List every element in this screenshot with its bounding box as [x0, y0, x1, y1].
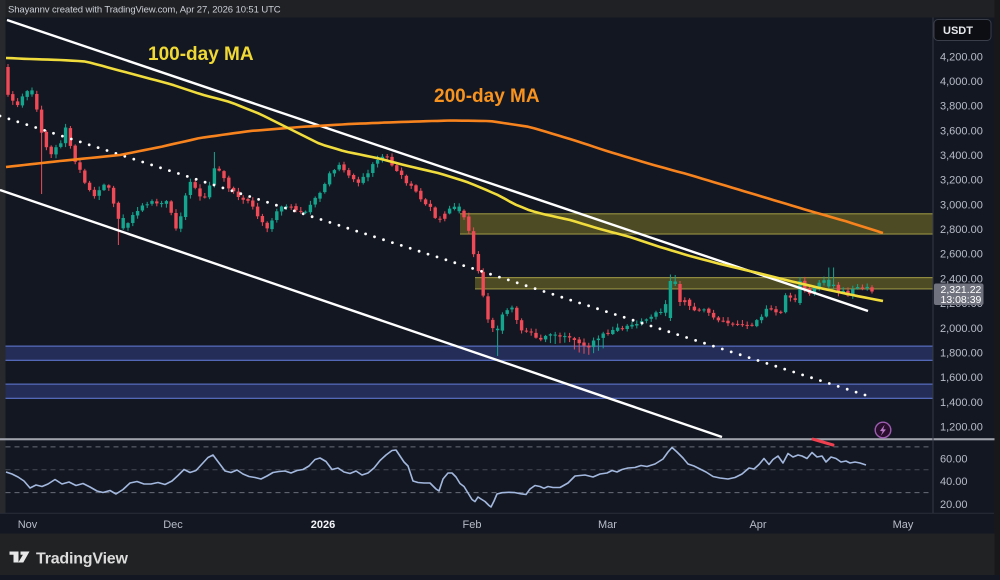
svg-text:USDT: USDT [943, 25, 973, 37]
svg-text:2,800.00: 2,800.00 [940, 224, 983, 236]
svg-text:Mar: Mar [598, 519, 617, 531]
svg-text:20.00: 20.00 [940, 499, 968, 511]
svg-text:1,800.00: 1,800.00 [940, 348, 983, 360]
svg-text:3,200.00: 3,200.00 [940, 175, 983, 187]
svg-text:60.00: 60.00 [940, 453, 968, 465]
svg-text:TradingView: TradingView [36, 551, 129, 568]
svg-text:3,600.00: 3,600.00 [940, 125, 983, 137]
svg-text:1,600.00: 1,600.00 [940, 372, 983, 384]
svg-text:2026: 2026 [311, 519, 335, 531]
svg-text:May: May [893, 519, 914, 531]
svg-text:4,200.00: 4,200.00 [940, 51, 983, 63]
svg-text:Apr: Apr [749, 519, 766, 531]
svg-text:3,800.00: 3,800.00 [940, 101, 983, 113]
svg-text:2,000.00: 2,000.00 [940, 323, 983, 335]
svg-text:Nov: Nov [18, 519, 38, 531]
svg-text:2,600.00: 2,600.00 [940, 249, 983, 261]
svg-text:3,400.00: 3,400.00 [940, 150, 983, 162]
svg-text:40.00: 40.00 [940, 476, 968, 488]
svg-text:100-day MA: 100-day MA [148, 44, 254, 65]
svg-text:Shayannv created with TradingV: Shayannv created with TradingView.com, A… [8, 5, 281, 16]
svg-text:1,200.00: 1,200.00 [940, 422, 983, 434]
svg-text:1,400.00: 1,400.00 [940, 397, 983, 409]
svg-text:200-day MA: 200-day MA [434, 86, 540, 107]
svg-text:Feb: Feb [463, 519, 482, 531]
svg-text:4,000.00: 4,000.00 [940, 76, 983, 88]
svg-text:Dec: Dec [163, 519, 183, 531]
svg-text:13:08:39: 13:08:39 [941, 294, 982, 306]
svg-text:3,000.00: 3,000.00 [940, 199, 983, 211]
